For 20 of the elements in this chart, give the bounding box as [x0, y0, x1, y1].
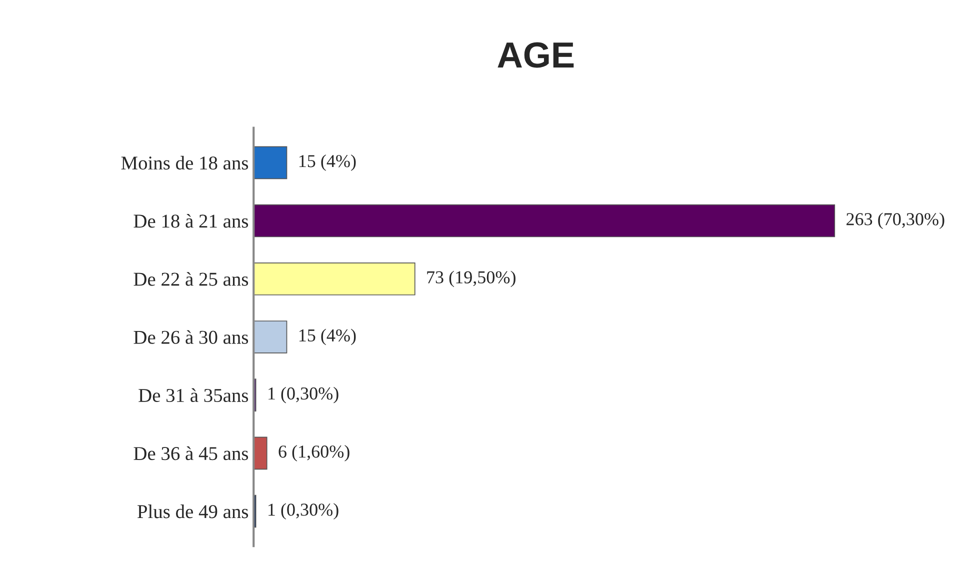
data-label: 73 (19,50%)	[427, 270, 516, 288]
y-tick-label: De 18 à 21 ans	[134, 214, 248, 228]
data-label: 6 (1,60%)	[278, 444, 350, 462]
data-label: 15 (4%)	[299, 328, 356, 346]
bar	[254, 146, 288, 180]
bar	[254, 436, 268, 470]
data-label: 15 (4%)	[299, 154, 356, 171]
y-tick-label: De 36 à 45 ans	[134, 446, 248, 460]
bar	[254, 204, 836, 238]
y-tick-label: Plus de 49 ans	[137, 504, 248, 518]
bar	[254, 262, 416, 296]
y-tick-label: De 31 à 35ans	[138, 388, 248, 402]
bar	[254, 320, 288, 354]
y-tick-label: De 22 à 25 ans	[134, 272, 248, 286]
data-label: 263 (70,30%)	[846, 212, 944, 229]
data-label: 1 (0,30%)	[268, 386, 338, 404]
y-tick-label: Moins de 18 ans	[121, 156, 248, 170]
data-label: 1 (0,30%)	[268, 503, 338, 520]
y-tick-label: De 26 à 30 ans	[134, 330, 248, 344]
chart-title: AGE	[498, 42, 574, 68]
